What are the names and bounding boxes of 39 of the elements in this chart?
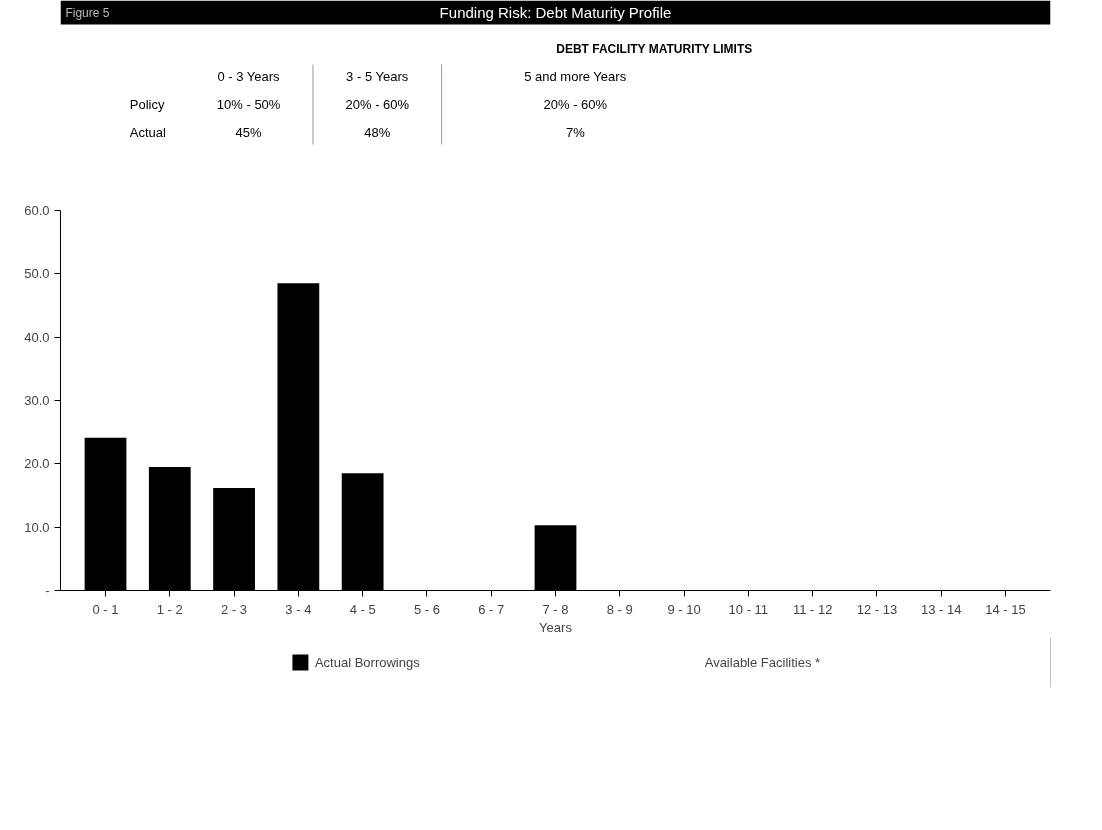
y-tick-label: 50.0 [24,266,50,282]
text: Policy [129,97,165,112]
x-axis-title: Years [539,619,573,635]
y-tick-label: 10.0 [24,519,50,535]
text: 45% [235,125,263,140]
text: 20% - 60% [543,97,608,112]
text: 0 - 3 Years [217,69,281,84]
text: Available Facilities * [704,654,821,670]
chart-subtitle: DEBT FACILITY MATURITY LIMITS [556,41,753,56]
x-tick-label: 7 - 8 [542,601,569,617]
y-tick-label: - [45,583,50,598]
x-tick-label: 11 - 12 [792,601,833,617]
x-tick-label: 4 - 5 [349,601,376,617]
x-tick-label: 14 - 15 [985,601,1026,617]
x-tick-label: 1 - 2 [156,601,183,617]
x-tick-label: 0 - 1 [92,601,119,617]
legend-label: Actual Borrowings [314,654,420,670]
x-tick-label: 6 - 7 [478,601,505,617]
chart-title: Funding Risk: Debt Maturity Profile [439,4,672,21]
text: 7% [565,125,586,140]
text: 5 and more Years [524,69,627,84]
x-tick-label: 5 - 6 [413,601,440,617]
x-tick-label: 9 - 10 [667,601,701,617]
y-tick-label: 20.0 [24,456,50,472]
x-tick-label: 3 - 4 [285,601,312,617]
x-tick-label: 13 - 14 [920,601,962,617]
text: 20% - 60% [345,97,410,112]
x-tick-label: 10 - 11 [728,601,769,617]
text: 10% - 50% [216,97,281,112]
text: 3 - 5 Years [346,69,409,84]
text: Actual [129,125,167,140]
x-tick-label: 2 - 3 [221,601,248,617]
y-tick-label: 30.0 [24,393,50,408]
x-tick-label: 8 - 9 [606,601,633,617]
y-tick-label: 60.0 [24,203,50,218]
y-tick-label: 40.0 [24,329,50,345]
x-tick-label: 12 - 13 [856,601,898,617]
caption: Figure 5 [65,5,110,20]
text: 48% [364,125,391,140]
